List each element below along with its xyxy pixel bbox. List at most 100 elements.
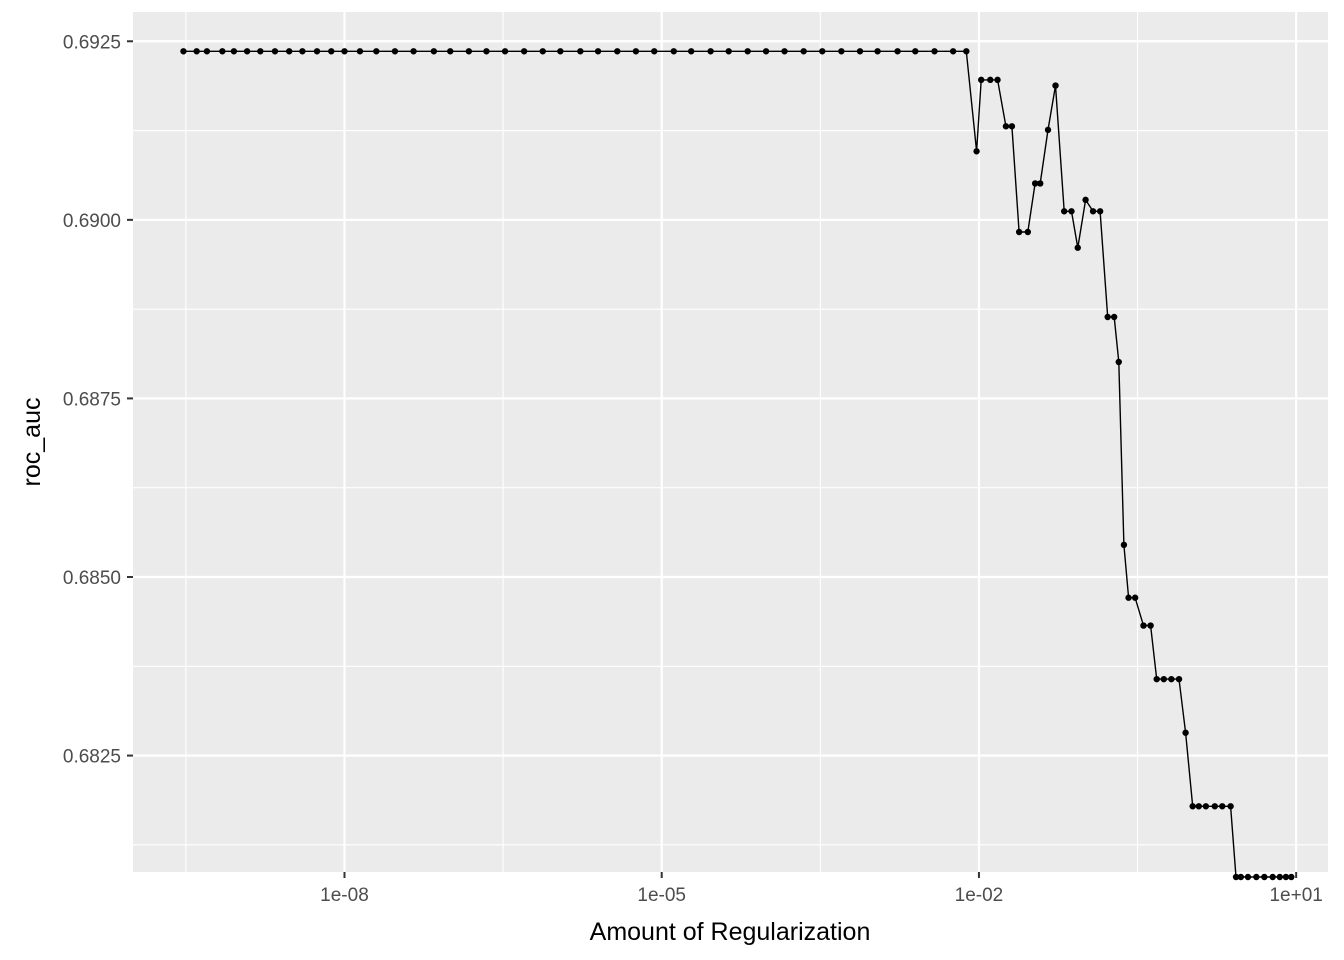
x-tick-label: 1e-05 (637, 885, 686, 906)
y-axis-title: roc_auc (18, 398, 46, 487)
data-point (1227, 803, 1234, 810)
data-point (271, 48, 279, 55)
x-tick-label: 1e-02 (955, 885, 1004, 906)
data-point (894, 48, 901, 55)
y-tick-label: 0.6900 (63, 211, 121, 232)
data-point (356, 48, 364, 55)
data-point (1288, 873, 1295, 881)
series-layer (180, 48, 1295, 881)
data-point (1219, 803, 1226, 810)
data-point (1115, 358, 1122, 366)
data-point (874, 48, 881, 55)
data-point (1147, 622, 1154, 629)
data-point (1282, 873, 1290, 881)
data-point (483, 48, 490, 55)
data-point (1244, 873, 1252, 881)
x-axis-title: Amount of Regularization (590, 918, 871, 946)
data-point (856, 48, 864, 55)
data-point (1082, 196, 1089, 204)
data-point (819, 48, 826, 55)
data-point (1168, 675, 1175, 683)
data-point (410, 48, 417, 55)
data-point (963, 48, 970, 55)
data-point (430, 48, 438, 55)
data-point (912, 48, 919, 55)
data-point (1195, 803, 1202, 810)
data-point (1096, 208, 1104, 215)
data-point (1253, 873, 1260, 881)
data-point (1237, 873, 1245, 881)
data-point (744, 48, 751, 55)
x-tick-label: 1e+01 (1269, 885, 1322, 906)
data-point (1269, 873, 1276, 881)
data-point (1120, 541, 1128, 549)
x-axis: 1e-08 1e-05 1e-02 1e+01 (320, 872, 1323, 906)
y-tick-label: 0.6925 (63, 32, 121, 53)
y-tick-label: 0.6825 (63, 747, 121, 768)
data-point (313, 48, 321, 55)
data-point (594, 48, 602, 55)
data-point (987, 76, 994, 84)
data-point (1015, 228, 1023, 236)
grid-minor (133, 12, 1328, 872)
data-point (1002, 123, 1010, 130)
data-point (577, 48, 584, 55)
data-point (1189, 803, 1196, 810)
data-point (1125, 594, 1132, 601)
data-point (1060, 208, 1068, 215)
data-point (707, 48, 714, 55)
data-point (1068, 208, 1075, 215)
data-point (973, 148, 980, 155)
x-tick-label: 1e-08 (320, 885, 369, 906)
plot-panel (133, 12, 1328, 872)
data-point (1044, 126, 1052, 134)
data-point (373, 48, 380, 55)
data-point (203, 48, 211, 55)
data-point (949, 48, 957, 55)
data-point (1110, 313, 1118, 321)
data-point (243, 48, 251, 55)
data-point (762, 48, 770, 55)
data-point (1202, 803, 1210, 810)
data-point (1211, 803, 1218, 810)
data-point (838, 48, 845, 55)
data-point (1131, 594, 1139, 601)
data-point (391, 48, 399, 55)
data-point (1074, 244, 1081, 251)
data-point (230, 48, 238, 55)
data-point (1160, 675, 1167, 683)
data-point (994, 76, 1001, 84)
data-point (1261, 873, 1268, 881)
y-tick-label: 0.6850 (63, 568, 121, 589)
data-point (447, 48, 454, 55)
data-point (781, 48, 788, 55)
data-point (670, 48, 677, 55)
data-point (1232, 873, 1240, 881)
data-point (1276, 873, 1283, 881)
data-point (800, 48, 807, 55)
data-point (1031, 180, 1039, 187)
y-axis: 0.6825 0.6850 0.6875 0.6900 0.6925 (63, 32, 133, 768)
data-point (931, 48, 938, 55)
data-point (501, 48, 509, 55)
data-point (1008, 123, 1016, 130)
data-point (219, 48, 226, 55)
data-point (1182, 729, 1189, 736)
data-point (977, 76, 985, 84)
data-point (465, 48, 473, 55)
data-point (520, 48, 528, 55)
data-point (614, 48, 621, 55)
data-point (1024, 228, 1032, 236)
data-point (539, 48, 546, 55)
data-point (257, 48, 264, 55)
data-point (180, 48, 187, 55)
data-point (1089, 208, 1097, 215)
data-point (1153, 675, 1160, 683)
data-point (1037, 180, 1044, 187)
data-point (285, 48, 293, 55)
data-point (299, 48, 306, 55)
data-point (1175, 675, 1183, 683)
data-point (632, 48, 640, 55)
data-point (328, 48, 335, 55)
